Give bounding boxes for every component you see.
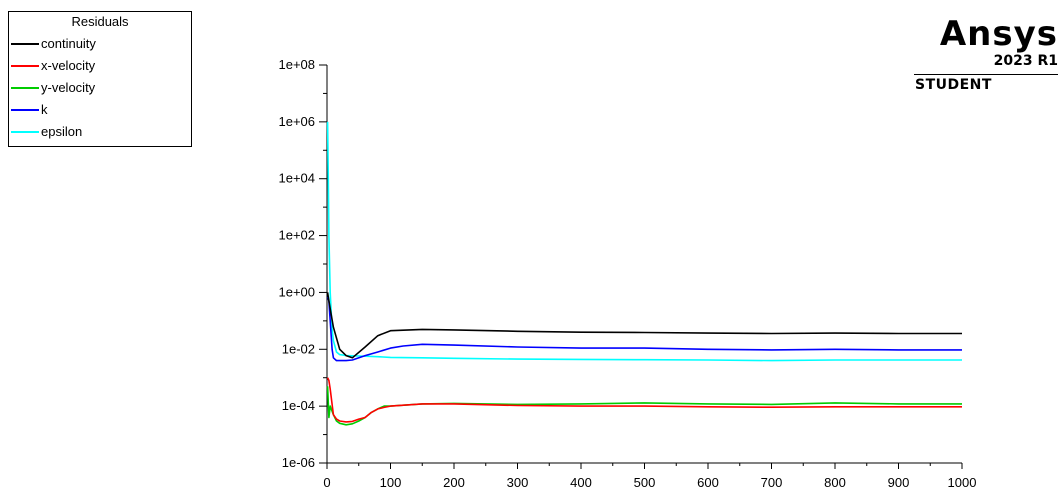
logo-divider: [914, 74, 1058, 75]
legend-item-k: k: [11, 101, 189, 121]
x-tick-label: 800: [824, 475, 846, 490]
y-tick-label: 1e+00: [278, 284, 315, 299]
legend-item-continuity: continuity: [11, 35, 189, 55]
legend-item-y-velocity: y-velocity: [11, 79, 189, 99]
logo-version: 2023 R1: [993, 53, 1058, 69]
y-tick-label: 1e+06: [278, 114, 315, 129]
ansys-logo: Ansys 2023 R1 STUDENT: [912, 14, 1060, 104]
logo-edition: STUDENT: [915, 77, 992, 93]
legend-label: y-velocity: [41, 80, 96, 95]
y-tick-label: 1e+08: [278, 57, 315, 72]
x-tick-label: 200: [443, 475, 465, 490]
x-tick-label: 100: [380, 475, 402, 490]
x-tick-label: 500: [634, 475, 656, 490]
x-tick-label: 900: [888, 475, 910, 490]
series-line-epsilon: [326, 121, 962, 362]
legend-swatch: [11, 43, 39, 45]
legend-swatch: [11, 87, 39, 89]
legend-label: k: [41, 102, 48, 117]
chart-axes: 1e-06 1e-04 1e-02 1e+00 1e+02 1e+04 1e+06 1e+08…: [278, 57, 976, 490]
x-tick-label: 600: [697, 475, 719, 490]
x-tick-label: 300: [507, 475, 529, 490]
legend-item-x-velocity: x-velocity: [11, 57, 189, 77]
series-line-k: [326, 296, 962, 362]
legend: Residuals continuity x-velocity y-veloci…: [8, 11, 192, 147]
legend-swatch: [11, 65, 39, 67]
y-tick-label: 1e+02: [278, 228, 315, 243]
legend-title: Residuals: [71, 14, 129, 29]
legend-item-epsilon: epsilon: [11, 123, 189, 143]
series-line-x-velocity: [326, 377, 962, 423]
legend-label: x-velocity: [41, 58, 96, 73]
x-tick-label: 400: [570, 475, 592, 490]
legend-swatch: [11, 109, 39, 111]
y-tick-label: 1e-04: [282, 398, 315, 413]
chart-series-lines: [326, 121, 962, 426]
legend-label: epsilon: [41, 124, 83, 139]
x-tick-label: 1000: [948, 475, 977, 490]
x-tick-label: 0: [323, 475, 330, 490]
y-tick-label: 1e-06: [282, 455, 315, 470]
series-line-continuity: [326, 292, 962, 359]
logo-brand: Ansys: [939, 14, 1058, 54]
y-tick-label: 1e-02: [282, 341, 315, 356]
x-tick-label: 700: [761, 475, 783, 490]
y-tick-label: 1e+04: [278, 171, 315, 186]
legend-label: continuity: [41, 36, 96, 51]
legend-swatch: [11, 131, 39, 133]
